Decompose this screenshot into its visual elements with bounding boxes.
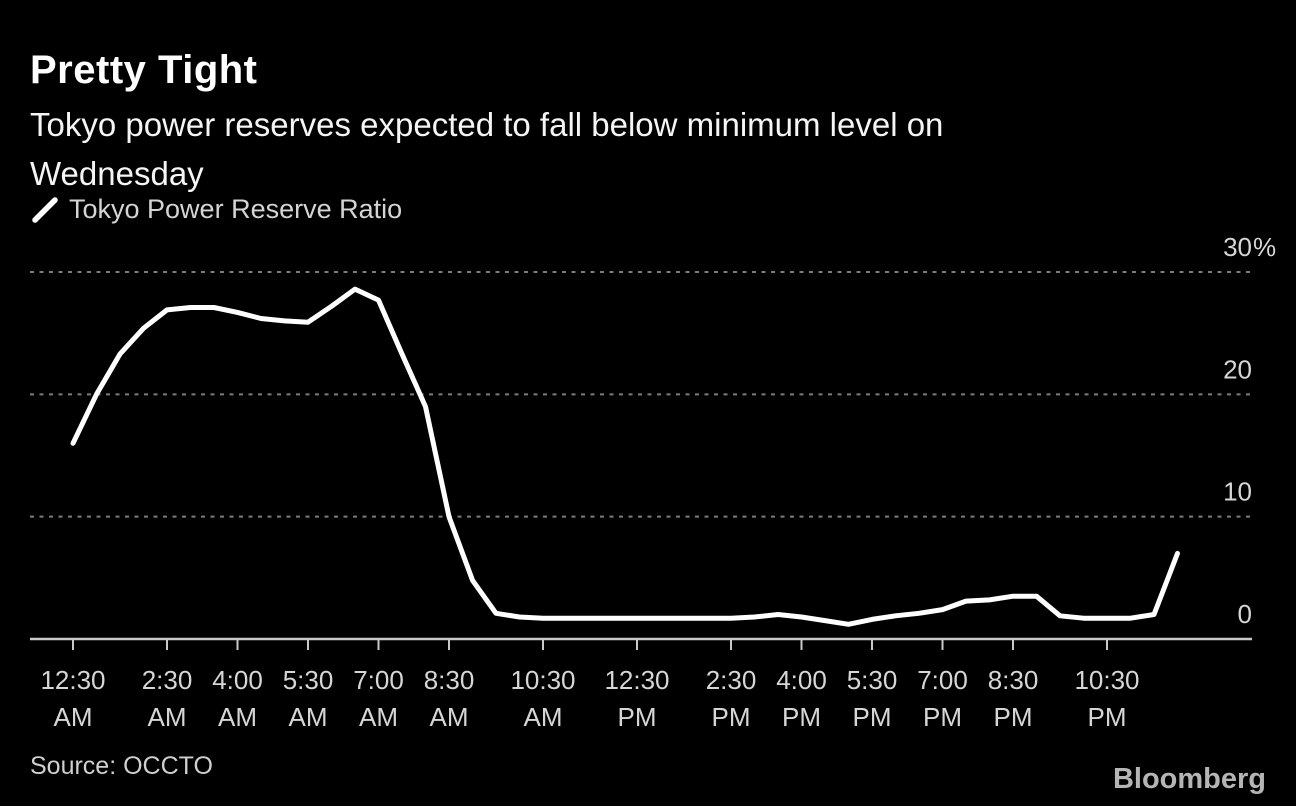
x-axis-label-time: 4:00 — [776, 665, 827, 695]
x-axis-label-time: 12:30 — [604, 665, 669, 695]
x-axis-label-period: PM — [994, 702, 1033, 732]
x-axis-label-period: PM — [923, 702, 962, 732]
source-credit: Source: OCCTO — [30, 752, 213, 780]
x-axis-label-period: AM — [430, 702, 469, 732]
x-axis-label-period: PM — [853, 702, 892, 732]
bloomberg-logo: Bloomberg — [1112, 763, 1266, 795]
y-axis-label: 0 — [1238, 599, 1252, 629]
x-axis-label-period: PM — [782, 702, 821, 732]
legend: Tokyo Power Reserve Ratio — [30, 194, 402, 225]
y-axis-label: 20 — [1223, 354, 1252, 384]
x-axis-label-time: 5:30 — [847, 665, 898, 695]
subtitle-line-2: Wednesday — [30, 155, 204, 192]
y-axis-label: 10 — [1223, 477, 1252, 507]
x-axis-label-time: 2:30 — [142, 665, 193, 695]
x-axis-label-period: PM — [1088, 702, 1127, 732]
x-axis-label-time: 2:30 — [706, 665, 757, 695]
x-axis-label-time: 5:30 — [283, 665, 334, 695]
x-axis-label-period: AM — [524, 702, 563, 732]
line-series-icon — [32, 196, 58, 223]
subtitle-line-1: Tokyo power reserves expected to fall be… — [30, 106, 944, 143]
y-axis-label: 30 — [1223, 232, 1252, 262]
x-axis-label-time: 12:30 — [40, 665, 105, 695]
x-axis-label-period: PM — [712, 702, 751, 732]
series-line — [70, 286, 1180, 627]
x-axis-label-time: 10:30 — [510, 665, 575, 695]
x-axis-label-period: AM — [218, 702, 257, 732]
x-axis-label-time: 7:00 — [917, 665, 968, 695]
x-axis-label-time: 10:30 — [1074, 665, 1139, 695]
legend-label: Tokyo Power Reserve Ratio — [69, 194, 403, 224]
y-axis-unit: % — [1253, 232, 1276, 262]
x-axis-label-time: 8:30 — [988, 665, 1039, 695]
page-subtitle: Tokyo power reserves expected to fall be… — [30, 100, 943, 198]
x-axis-label-period: AM — [54, 702, 93, 732]
x-axis-label-period: AM — [289, 702, 328, 732]
x-axis-label-period: PM — [618, 702, 657, 732]
x-axis-label-time: 7:00 — [353, 665, 404, 695]
page-title: Pretty Tight — [30, 48, 258, 92]
x-axis-label-time: 8:30 — [424, 665, 475, 695]
x-axis-label-period: AM — [359, 702, 398, 732]
x-axis-label-time: 4:00 — [212, 665, 263, 695]
x-axis-label-period: AM — [148, 702, 187, 732]
